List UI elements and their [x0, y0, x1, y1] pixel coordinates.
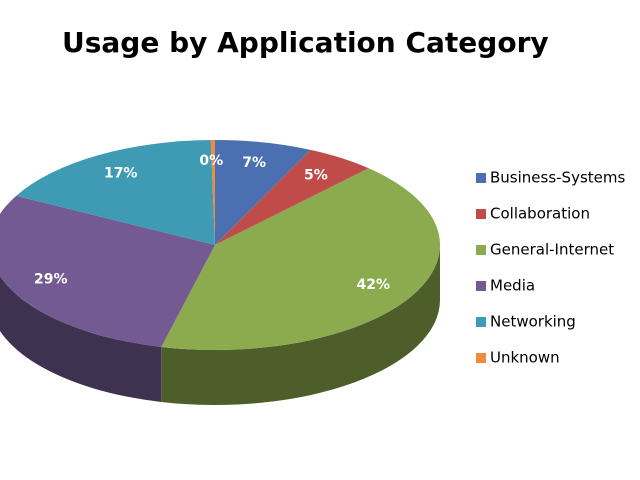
- slice: [0, 195, 215, 347]
- legend-label: Networking: [490, 313, 576, 331]
- legend-swatch: [476, 353, 486, 363]
- pie: 7% 5% 42% 29% 17% 0%: [0, 140, 441, 406]
- slice-side: [161, 245, 440, 406]
- slice: [16, 140, 215, 245]
- data-label: 29%: [34, 271, 68, 287]
- slice-side: [0, 275, 162, 402]
- legend-swatch: [476, 317, 486, 327]
- slice: [215, 149, 369, 245]
- legend-label: General-Internet: [490, 241, 614, 259]
- slice: [210, 140, 215, 245]
- legend-label: Unknown: [490, 349, 560, 367]
- data-label: 17%: [104, 165, 138, 181]
- legend-label: Media: [490, 277, 535, 295]
- data-label: 5%: [304, 167, 328, 183]
- legend-label: Business-Systems: [490, 169, 625, 187]
- data-label: 42%: [357, 277, 391, 293]
- slice: [161, 168, 441, 351]
- legend-label: Collaboration: [490, 205, 590, 223]
- legend-swatch: [476, 281, 486, 291]
- slice: [215, 140, 311, 245]
- data-label: 7%: [242, 155, 266, 171]
- legend-swatch: [476, 209, 486, 219]
- legend-swatch: [476, 173, 486, 183]
- legend-swatch: [476, 245, 486, 255]
- data-label: 0%: [199, 153, 223, 169]
- legend: Business-Systems Collaboration General-Int…: [476, 169, 625, 367]
- chart-title: Usage by Application Category: [62, 26, 549, 59]
